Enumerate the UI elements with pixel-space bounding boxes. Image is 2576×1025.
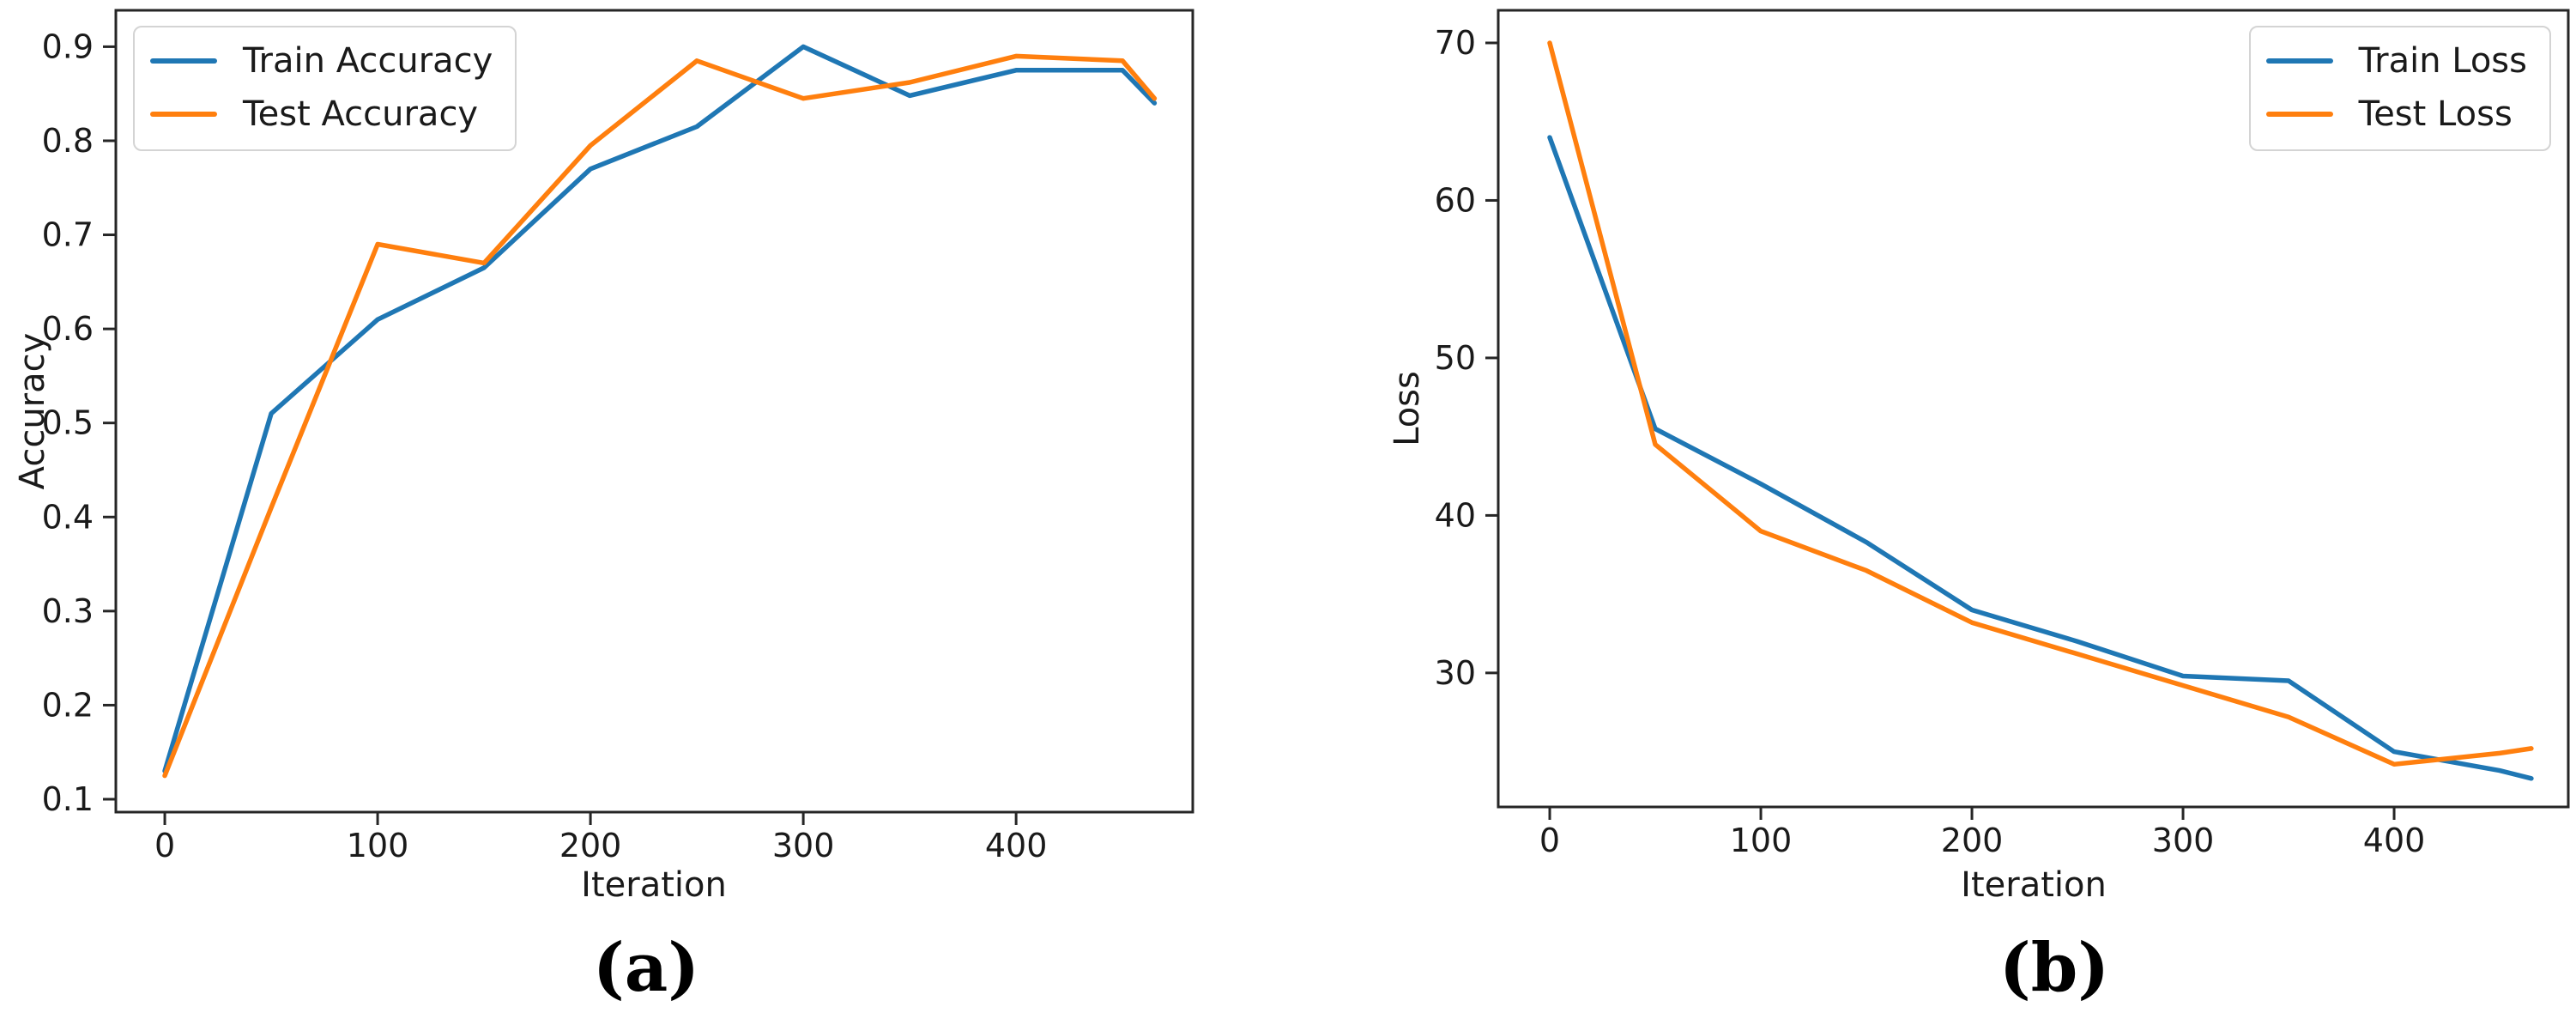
- train-loss-line: [1547, 135, 2534, 781]
- legend-row: Test Loss: [2265, 94, 2527, 134]
- legend-row: Train Accuracy: [150, 41, 493, 81]
- x-tick-label: 0: [154, 827, 175, 864]
- caption-b: (b): [1999, 929, 2110, 1007]
- test-accuracy-swatch: [150, 112, 217, 117]
- x-tick-label: 300: [772, 827, 835, 864]
- y-tick-label: 50: [1435, 339, 1476, 377]
- y-tick-label: 70: [1435, 24, 1476, 62]
- train-accuracy-swatch: [150, 58, 217, 64]
- axes-spines: [114, 9, 1194, 814]
- y-tick-label: 0.1: [42, 780, 94, 818]
- y-tick-label: 0.3: [42, 592, 94, 630]
- axes-spines: [1497, 9, 2570, 809]
- x-axis-label-b: Iteration: [1961, 865, 2107, 905]
- train-loss-swatch: [2265, 58, 2333, 64]
- y-tick-label: 0.4: [42, 498, 94, 536]
- legend-row: Test Accuracy: [150, 94, 493, 134]
- y-tick-label: 40: [1435, 496, 1476, 534]
- legend-label: Train Accuracy: [243, 41, 493, 81]
- test-loss-line: [1547, 40, 2534, 767]
- legend-label: Test Loss: [2358, 94, 2513, 134]
- y-tick-label: 0.9: [42, 27, 94, 65]
- y-tick-label: 0.7: [42, 216, 94, 254]
- train-accuracy-line: [162, 44, 1158, 773]
- y-axis-label-a: Accuracy: [13, 332, 52, 490]
- x-tick-label: 100: [347, 827, 409, 864]
- legend-row: Train Loss: [2265, 41, 2527, 81]
- x-tick-label: 200: [1941, 822, 2004, 859]
- y-tick-label: 0.6: [42, 310, 94, 348]
- y-tick-label: 0.5: [42, 404, 94, 442]
- y-tick-label: 60: [1435, 181, 1476, 219]
- test-loss-swatch: [2265, 112, 2333, 117]
- y-tick-label: 30: [1435, 654, 1476, 692]
- x-tick-label: 400: [2363, 822, 2426, 859]
- x-axis-label-a: Iteration: [581, 865, 727, 905]
- y-tick-label: 0.8: [42, 122, 94, 160]
- x-tick-label: 200: [559, 827, 622, 864]
- x-tick-label: 300: [2152, 822, 2215, 859]
- x-tick-label: 100: [1730, 822, 1793, 859]
- x-tick-label: 400: [985, 827, 1048, 864]
- x-tick-label: 0: [1539, 822, 1560, 859]
- legend-a: Train Accuracy Test Accuracy: [133, 26, 517, 151]
- caption-a: (a): [592, 929, 700, 1007]
- y-tick-label: 0.2: [42, 686, 94, 724]
- test-accuracy-line: [162, 53, 1158, 779]
- y-axis-label-b: Loss: [1388, 371, 1427, 446]
- legend-label: Train Loss: [2358, 41, 2527, 81]
- legend-label: Test Accuracy: [243, 94, 479, 134]
- legend-b: Train Loss Test Loss: [2248, 26, 2551, 151]
